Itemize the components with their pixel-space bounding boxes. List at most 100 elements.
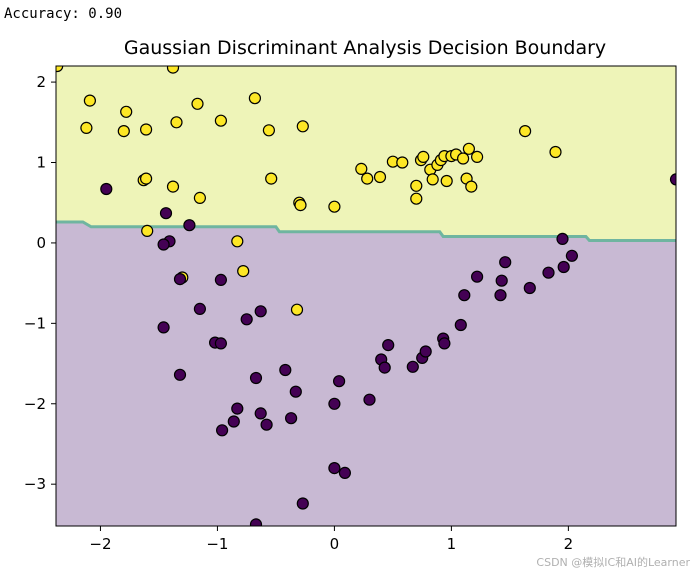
- class1-point: [410, 192, 423, 205]
- y-tick-label: 2: [36, 73, 46, 91]
- class0-point: [494, 289, 507, 302]
- class1-point: [140, 123, 153, 136]
- class1-point: [471, 150, 484, 163]
- class1-point: [328, 200, 341, 213]
- class0-point: [227, 415, 240, 428]
- class0-point: [333, 375, 346, 388]
- class1-point: [265, 172, 278, 185]
- class0-point: [214, 273, 227, 286]
- class0-points: [100, 173, 676, 526]
- class0-point: [328, 462, 341, 475]
- class0-point: [296, 497, 309, 510]
- class0-point: [328, 397, 341, 410]
- class1-point: [518, 125, 532, 138]
- class0-point: [289, 385, 302, 398]
- class0-point: [565, 249, 579, 262]
- y-tick-label: −1: [24, 314, 46, 332]
- class1-point: [80, 121, 93, 135]
- class0-point: [363, 393, 376, 406]
- class1-point: [355, 162, 368, 175]
- y-tick-label: 1: [36, 154, 46, 172]
- class1-point: [262, 124, 275, 137]
- class0-point: [193, 302, 206, 315]
- class1-point: [426, 173, 439, 186]
- class1-point: [296, 120, 309, 133]
- class0-point: [260, 418, 273, 431]
- class0-region: [56, 222, 676, 526]
- class0-point: [173, 273, 187, 286]
- class1-point: [141, 224, 154, 237]
- boundary-line: [56, 220, 676, 242]
- y-tick-label: −2: [24, 395, 46, 413]
- class0-point: [454, 318, 467, 332]
- output-accuracy-text: Accuracy: 0.90: [4, 6, 123, 22]
- chart-title: Gaussian Discriminant Analysis Decision …: [124, 37, 606, 59]
- class0-point: [471, 270, 484, 283]
- decision-regions: [56, 66, 676, 526]
- class0-point: [279, 363, 292, 377]
- class1-point: [120, 105, 133, 118]
- class0-point: [231, 402, 244, 415]
- x-tick-label: 1: [447, 535, 457, 553]
- class0-point: [254, 407, 267, 420]
- class0-point: [240, 313, 253, 326]
- class0-point: [542, 266, 555, 279]
- class0-point: [338, 466, 351, 479]
- class0-point: [557, 260, 570, 274]
- x-tick-label: −1: [206, 535, 228, 553]
- class0-point: [438, 337, 451, 350]
- class1-point: [373, 170, 387, 184]
- class1-point: [231, 235, 244, 248]
- class0-point: [495, 274, 508, 287]
- class1-point: [83, 94, 97, 107]
- class1-point: [290, 303, 304, 316]
- class1-point: [140, 172, 153, 185]
- class0-point: [157, 238, 170, 251]
- class1-point: [417, 150, 430, 163]
- x-tick-label: 2: [564, 535, 574, 553]
- class1-point: [410, 179, 423, 192]
- class0-point: [406, 360, 419, 373]
- class0-point: [173, 368, 187, 381]
- class0-point: [458, 289, 471, 302]
- class1-point: [56, 66, 64, 73]
- x-tick-label: −2: [89, 535, 111, 553]
- class1-point: [193, 191, 206, 204]
- watermark-text: CSDN @模拟IC和AI的Learner: [536, 555, 690, 569]
- class1-point: [214, 114, 227, 127]
- class0-point: [216, 424, 229, 437]
- class0-point: [285, 412, 298, 425]
- class0-point: [183, 219, 196, 232]
- class1-point: [117, 125, 130, 138]
- class0-point: [249, 371, 263, 385]
- class0-point: [419, 345, 432, 358]
- class1-point: [170, 116, 183, 129]
- class1-point: [396, 156, 409, 169]
- class0-point: [382, 339, 395, 352]
- class0-point: [669, 173, 676, 186]
- decision-boundary: [56, 220, 676, 242]
- class0-point: [523, 281, 536, 295]
- class1-point: [166, 66, 180, 74]
- x-axis-ticks: −2 −1 0 1 2: [89, 526, 573, 553]
- class0-point: [556, 232, 569, 245]
- class1-point: [166, 180, 180, 193]
- class1-region: [56, 66, 676, 241]
- class0-point: [254, 305, 267, 318]
- class1-point: [549, 145, 562, 159]
- plot-frame: [55, 65, 677, 527]
- y-tick-label: −3: [24, 475, 46, 493]
- class1-point: [294, 199, 307, 212]
- class1-point: [462, 142, 475, 155]
- y-axis-ticks: 2 1 0 −1 −2 −3: [24, 73, 56, 493]
- class0-point: [159, 207, 173, 220]
- class0-point: [157, 321, 170, 334]
- class0-point: [249, 518, 263, 526]
- class1-point: [361, 172, 374, 185]
- class1-point: [457, 152, 470, 165]
- class1-point: [191, 97, 204, 110]
- y-tick-label: 0: [36, 234, 46, 252]
- class0-point: [100, 182, 113, 196]
- class0-point: [214, 337, 227, 350]
